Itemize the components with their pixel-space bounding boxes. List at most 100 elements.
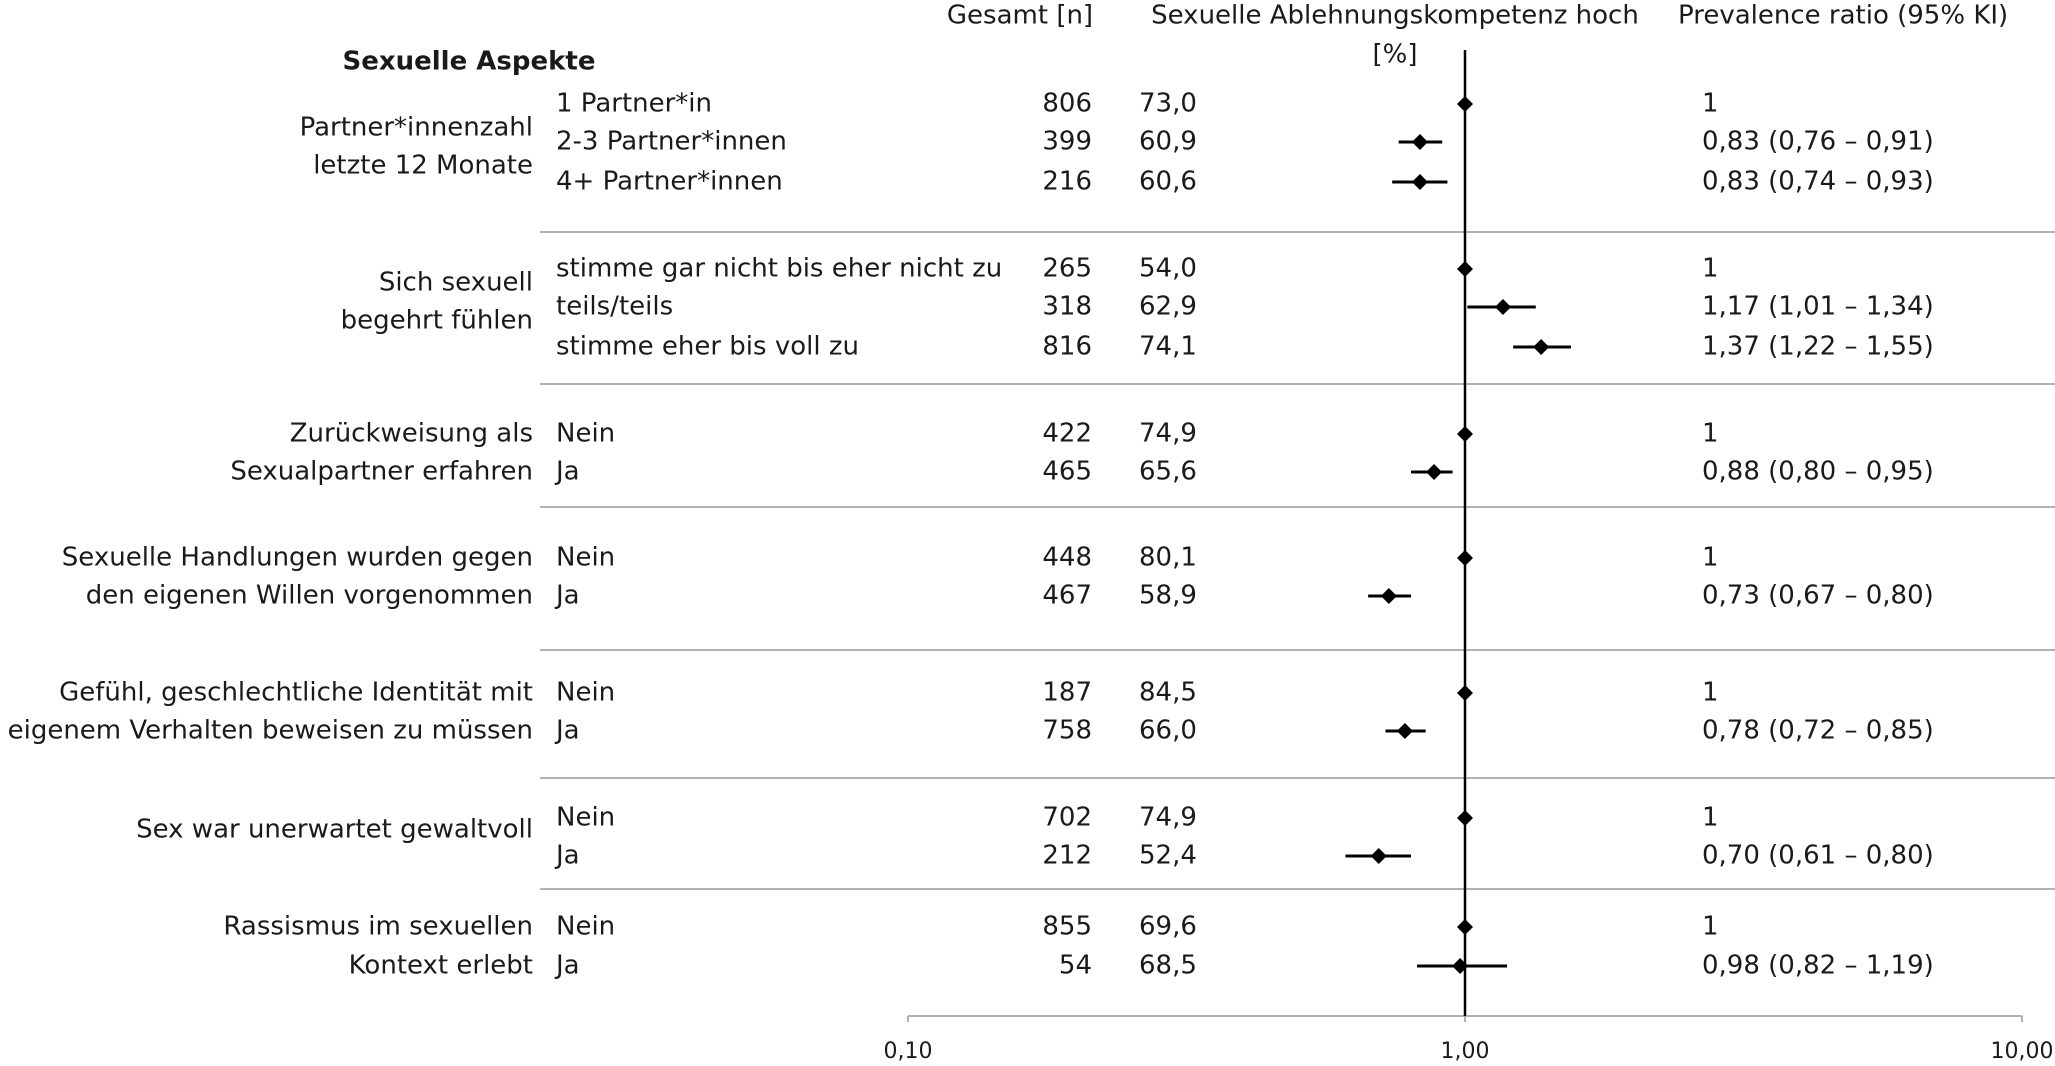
- pr-label: 0,88 (0,80 – 0,95): [1702, 457, 1934, 487]
- n-value: 758: [1042, 716, 1092, 746]
- pct-value: 65,6: [1139, 457, 1197, 487]
- category-label: Ja: [554, 457, 580, 487]
- point-estimate: [1494, 299, 1511, 315]
- pct-value: 68,5: [1139, 951, 1197, 981]
- point-estimate: [1457, 919, 1473, 935]
- category-label: Nein: [556, 678, 615, 708]
- category-label: stimme gar nicht bis eher nicht zu: [556, 254, 1002, 284]
- pct-value: 69,6: [1139, 912, 1197, 942]
- n-value: 212: [1042, 841, 1092, 871]
- group-label: Sich sexuell: [379, 268, 533, 298]
- pr-label: 0,70 (0,61 – 0,80): [1702, 841, 1934, 871]
- group-label: Kontext erlebt: [349, 951, 533, 981]
- group-label: Sex war unerwartet gewaltvoll: [136, 815, 533, 845]
- point-estimate: [1457, 426, 1473, 442]
- group-label: Gefühl, geschlechtliche Identität mit: [59, 678, 533, 708]
- n-value: 816: [1042, 332, 1092, 362]
- n-value: 216: [1042, 167, 1092, 197]
- point-estimate: [1457, 261, 1473, 277]
- point-estimate: [1411, 174, 1428, 190]
- pr-label: 1: [1702, 419, 1719, 449]
- pct-value: 74,9: [1139, 419, 1197, 449]
- point-estimate: [1380, 588, 1397, 604]
- pr-label: 0,83 (0,76 – 0,91): [1702, 127, 1934, 157]
- pct-value: 54,0: [1139, 254, 1197, 284]
- n-value: 265: [1042, 254, 1092, 284]
- group-label: Partner*innenzahl: [300, 113, 533, 143]
- pct-value: 52,4: [1139, 841, 1197, 871]
- point-estimate: [1411, 134, 1428, 150]
- n-value: 702: [1042, 803, 1092, 833]
- group-label: begehrt fühlen: [341, 306, 533, 336]
- header-pct-unit: [%]: [1373, 40, 1418, 70]
- category-label: Nein: [556, 543, 615, 573]
- n-value: 187: [1042, 678, 1092, 708]
- x-tick-label: 10,00: [1991, 1039, 2054, 1064]
- n-value: 422: [1042, 419, 1092, 449]
- category-label: stimme eher bis voll zu: [556, 332, 859, 362]
- point-estimate: [1457, 550, 1473, 566]
- group-label: Rassismus im sexuellen: [223, 912, 533, 942]
- pr-label: 1,37 (1,22 – 1,55): [1702, 332, 1934, 362]
- group-label: Sexualpartner erfahren: [230, 457, 533, 487]
- pct-value: 74,1: [1139, 332, 1197, 362]
- header-pr: Prevalence ratio (95% KI): [1678, 1, 2008, 31]
- pct-value: 66,0: [1139, 716, 1197, 746]
- group-label: den eigenen Willen vorgenommen: [86, 581, 533, 611]
- category-label: 2-3 Partner*innen: [556, 127, 787, 157]
- point-estimate: [1452, 958, 1469, 974]
- category-label: 1 Partner*in: [556, 89, 712, 119]
- pr-label: 1: [1702, 912, 1719, 942]
- pr-label: 1: [1702, 678, 1719, 708]
- n-value: 465: [1042, 457, 1092, 487]
- pct-value: 84,5: [1139, 678, 1197, 708]
- point-estimate: [1396, 723, 1413, 739]
- pr-label: 1: [1702, 89, 1719, 119]
- pr-label: 0,78 (0,72 – 0,85): [1702, 716, 1934, 746]
- x-tick-label: 1,00: [1441, 1039, 1490, 1064]
- category-label: Nein: [556, 803, 615, 833]
- pct-value: 74,9: [1139, 803, 1197, 833]
- category-label: Ja: [554, 951, 580, 981]
- n-value: 448: [1042, 543, 1092, 573]
- pr-label: 1: [1702, 543, 1719, 573]
- header-pct: Sexuelle Ablehnungskompetenz hoch: [1151, 1, 1639, 31]
- category-label: Nein: [556, 912, 615, 942]
- point-estimate: [1370, 848, 1387, 864]
- group-label: Sexuelle Handlungen wurden gegen: [62, 543, 533, 573]
- pct-value: 60,9: [1139, 127, 1197, 157]
- pr-label: 1,17 (1,01 – 1,34): [1702, 292, 1934, 322]
- n-value: 806: [1042, 89, 1092, 119]
- category-label: Ja: [554, 841, 580, 871]
- n-value: 399: [1042, 127, 1092, 157]
- pr-label: 1: [1702, 803, 1719, 833]
- pr-label: 0,73 (0,67 – 0,80): [1702, 581, 1934, 611]
- pct-value: 58,9: [1139, 581, 1197, 611]
- header-n: Gesamt [n]: [947, 1, 1093, 31]
- category-label: Ja: [554, 716, 580, 746]
- pct-value: 60,6: [1139, 167, 1197, 197]
- pr-label: 0,83 (0,74 – 0,93): [1702, 167, 1934, 197]
- point-estimate: [1426, 464, 1443, 480]
- n-value: 467: [1042, 581, 1092, 611]
- x-tick-label: 0,10: [884, 1039, 933, 1064]
- point-estimate: [1457, 810, 1473, 826]
- category-label: Ja: [554, 581, 580, 611]
- point-estimate: [1457, 685, 1473, 701]
- category-label: Nein: [556, 419, 615, 449]
- pct-value: 80,1: [1139, 543, 1197, 573]
- group-label: Zurückweisung als: [290, 419, 533, 449]
- category-label: 4+ Partner*innen: [556, 167, 783, 197]
- pct-value: 62,9: [1139, 292, 1197, 322]
- n-value: 318: [1042, 292, 1092, 322]
- pr-label: 1: [1702, 254, 1719, 284]
- n-value: 855: [1042, 912, 1092, 942]
- point-estimate: [1457, 96, 1473, 112]
- n-value: 54: [1059, 951, 1092, 981]
- group-label: letzte 12 Monate: [313, 151, 533, 181]
- category-label: teils/teils: [556, 292, 673, 322]
- point-estimate: [1533, 339, 1550, 355]
- pct-value: 73,0: [1139, 89, 1197, 119]
